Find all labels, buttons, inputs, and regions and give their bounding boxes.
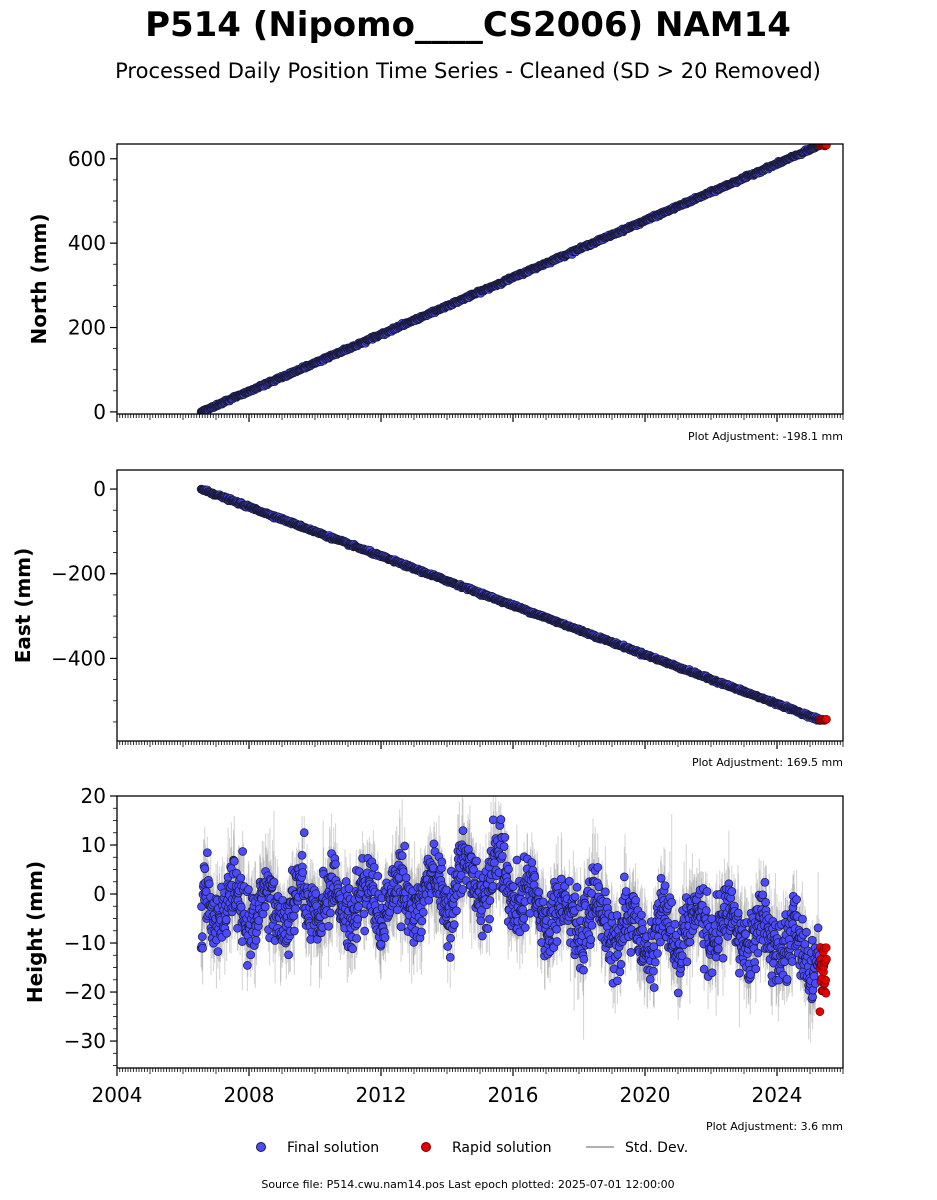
plot-area	[196, 484, 831, 725]
y-tick-label: 0	[93, 400, 106, 424]
final-point	[202, 848, 212, 858]
y-tick-label: 0	[93, 477, 106, 501]
y-axis-label: East (mm)	[11, 548, 35, 664]
final-point	[204, 879, 214, 889]
rapid-point	[822, 144, 831, 150]
final-point	[213, 947, 223, 956]
final-point	[221, 915, 231, 924]
plot-area	[196, 144, 831, 414]
final-point	[222, 928, 231, 938]
x-axis	[116, 741, 844, 749]
x-axis	[116, 414, 844, 422]
axes-frame	[116, 469, 844, 742]
rapid-solution-series	[815, 144, 831, 151]
rapid-solution-series	[815, 714, 831, 725]
final-solution-series	[196, 815, 825, 1004]
final-point	[197, 932, 207, 942]
y-tick-label: 400	[68, 231, 106, 255]
final-solution-series	[196, 484, 825, 725]
y-axis: 0 −200 −400	[51, 477, 117, 723]
y-tick-label: −200	[51, 562, 106, 586]
y-axis: 0 200 400 600	[68, 147, 117, 424]
east-panel: 0 −200 −400 East (mm) Plot Adjustment: 169.5…	[11, 469, 844, 769]
final-solution-series	[196, 144, 825, 414]
chart-subtitle: Processed Daily Position Time Series - C…	[115, 59, 821, 83]
plot-adjustment-note: Plot Adjustment: 169.5 mm	[692, 756, 843, 769]
rapid-point	[822, 714, 831, 724]
y-tick-label: 200	[68, 316, 106, 340]
plot-area	[196, 796, 831, 1043]
chart-title: P514 (Nipomo____CS2006) NAM14	[145, 5, 791, 45]
y-tick-label: −400	[51, 646, 106, 670]
final-point	[198, 943, 207, 953]
plot-adjustment-note: Plot Adjustment: -198.1 mm	[688, 430, 843, 443]
north-panel: 0 200 400 600 North (mm) Plot Adjustment: -19…	[27, 143, 844, 443]
final-point	[200, 864, 210, 874]
y-tick-label: 600	[68, 147, 106, 171]
y-axis-label: North (mm)	[27, 213, 51, 344]
